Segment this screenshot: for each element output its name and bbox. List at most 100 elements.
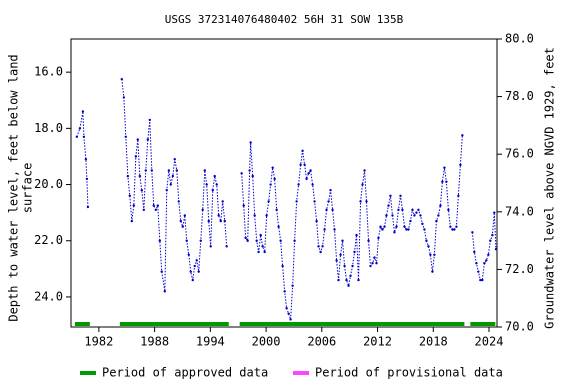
data-point <box>317 245 320 248</box>
data-point <box>491 233 494 237</box>
data-point <box>211 188 214 192</box>
data-point <box>377 236 380 240</box>
data-point <box>353 250 356 254</box>
y2-tick-label: 74.0 <box>505 204 534 218</box>
x-tick-label: 1982 <box>84 335 113 349</box>
data-point <box>309 169 312 172</box>
data-point <box>429 253 432 256</box>
data-point <box>154 208 158 212</box>
data-point <box>267 200 270 203</box>
data-point <box>381 228 384 231</box>
data-point <box>325 208 328 212</box>
x-tick-label: 2018 <box>419 335 448 349</box>
data-point <box>351 264 354 268</box>
data-point <box>249 141 252 144</box>
period-bar <box>239 322 465 326</box>
data-point <box>319 250 322 254</box>
data-point <box>471 231 474 234</box>
data-point <box>361 183 364 186</box>
data-point <box>323 228 326 231</box>
data-point <box>78 127 82 130</box>
data-point <box>349 274 352 278</box>
data-point <box>179 219 182 223</box>
data-point <box>251 174 254 178</box>
data-point <box>405 228 408 231</box>
data-point <box>275 208 278 212</box>
data-point <box>126 174 130 178</box>
data-point <box>473 250 476 254</box>
x-tick-label: 2012 <box>363 335 392 349</box>
data-point <box>191 278 194 282</box>
data-point <box>313 200 316 203</box>
y2-tick-label: 80.0 <box>505 32 534 46</box>
data-point <box>341 239 344 242</box>
data-point <box>187 253 190 256</box>
data-point <box>181 225 184 228</box>
data-point <box>447 208 450 212</box>
data-point <box>485 259 488 262</box>
data-point <box>481 278 484 282</box>
data-point <box>391 214 394 217</box>
legend-label: Period of provisional data <box>315 366 503 380</box>
data-point <box>305 177 308 181</box>
data-point <box>287 312 290 315</box>
data-point <box>475 262 478 265</box>
data-point <box>171 174 175 178</box>
data-point <box>183 214 186 217</box>
data-point <box>84 158 88 161</box>
data-point <box>411 208 414 212</box>
data-point <box>185 239 188 242</box>
data-point <box>124 135 128 138</box>
data-point <box>269 183 272 186</box>
data-point <box>163 290 167 293</box>
data-point <box>253 214 256 217</box>
data-point <box>331 208 334 212</box>
data-point <box>357 278 360 282</box>
plot-frame <box>70 38 498 328</box>
data-point <box>401 208 404 212</box>
data-point <box>193 264 196 268</box>
data-point <box>221 200 224 203</box>
data-point <box>291 284 294 287</box>
data-point <box>167 169 171 172</box>
y-tick-label: 22.0 <box>34 233 63 247</box>
data-point <box>459 163 462 167</box>
data-point <box>289 318 292 321</box>
data-point <box>397 208 400 212</box>
data-point <box>150 169 154 172</box>
data-point <box>407 228 410 231</box>
data-point <box>142 208 146 212</box>
data-point <box>301 149 304 153</box>
data-point <box>244 236 247 240</box>
data-point <box>369 264 372 268</box>
data-point <box>225 245 228 248</box>
data-point <box>277 225 280 228</box>
data-point <box>146 138 150 141</box>
data-point <box>347 284 350 287</box>
data-point <box>197 270 200 273</box>
data-point <box>417 208 420 212</box>
data-point <box>441 180 444 183</box>
data-point <box>265 214 268 217</box>
period-bar <box>119 322 229 326</box>
data-point <box>303 163 306 167</box>
data-point <box>487 253 490 256</box>
data-point <box>297 183 300 186</box>
data-point <box>327 200 330 203</box>
data-point <box>409 219 412 223</box>
data-point <box>283 290 286 293</box>
y2-tick-label: 78.0 <box>505 89 534 103</box>
data-point <box>477 270 480 273</box>
data-point <box>213 174 216 178</box>
chart-title: USGS 372314076480402 56H 31 SOW 135B <box>165 13 404 26</box>
data-point <box>195 259 198 262</box>
data-point <box>215 183 218 186</box>
data-line <box>76 79 497 320</box>
data-point <box>173 158 176 161</box>
data-point <box>293 239 296 242</box>
data-point <box>144 169 147 172</box>
data-point <box>217 214 220 217</box>
data-point <box>240 172 243 175</box>
data-point <box>439 204 442 207</box>
